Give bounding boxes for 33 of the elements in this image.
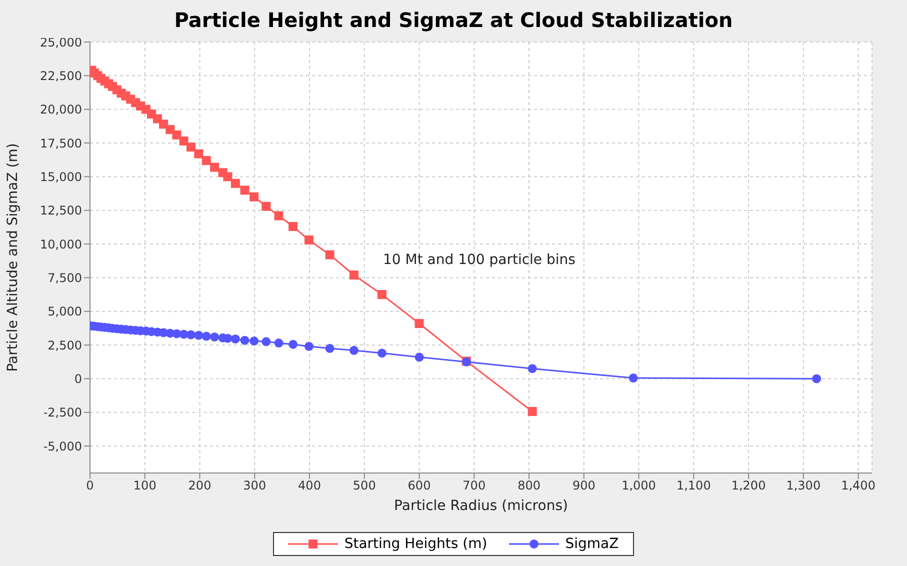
y-tick-label: 17,500 [40, 136, 82, 150]
x-tick-label: 1,000 [622, 478, 656, 493]
y-axis-title: Particle Altitude and SigmaZ (m) [4, 143, 21, 372]
y-tick-label: 15,000 [40, 170, 82, 184]
x-tick-label: 300 [243, 478, 266, 493]
x-tick-label: 1,100 [676, 478, 711, 493]
y-tick-label: 5,000 [48, 304, 82, 319]
y-tick-label: 0 [74, 372, 82, 386]
x-tick-label: 500 [352, 478, 376, 493]
legend-label: SigmaZ [565, 536, 619, 552]
x-tick-label: 1,200 [731, 478, 766, 493]
legend-label: Starting Heights (m) [344, 536, 488, 552]
x-tick-label: 0 [86, 478, 94, 493]
y-tick-label: 2,500 [48, 338, 82, 352]
y-tick-label: 10,000 [40, 237, 82, 252]
x-axis-title: Particle Radius (microns) [394, 498, 568, 514]
y-tick-label: 12,500 [40, 204, 82, 218]
y-tick-label: -2,500 [43, 406, 82, 420]
x-tick-label: 200 [188, 478, 212, 493]
y-tick-label: 22,500 [40, 68, 82, 83]
x-tick-label: 700 [462, 478, 486, 493]
x-tick-label: 600 [408, 478, 431, 493]
x-tick-label: 900 [572, 478, 596, 493]
x-tick-label: 1,400 [841, 478, 876, 493]
y-tick-label: 7,500 [48, 270, 82, 285]
x-tick-label: 400 [298, 478, 321, 493]
annotation: 10 Mt and 100 particle bins [383, 252, 576, 268]
y-tick-label: -5,000 [43, 439, 82, 454]
chart-title: Particle Height and SigmaZ at Cloud Stabilization [174, 8, 733, 32]
y-tick-label: 20,000 [40, 102, 82, 117]
x-tick-label: 100 [133, 478, 156, 493]
x-tick-label: 800 [518, 478, 540, 493]
x-tick-label: 1,300 [786, 478, 821, 493]
